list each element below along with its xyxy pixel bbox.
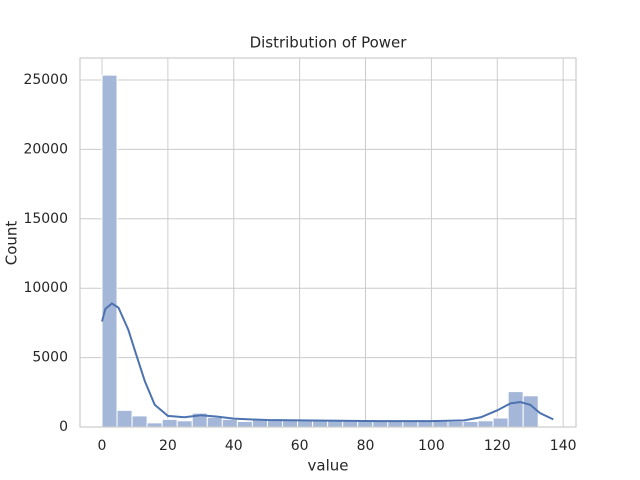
- bar: [206, 416, 223, 428]
- x-tick-label: 80: [357, 438, 375, 454]
- bar: [101, 74, 118, 428]
- bar: [251, 419, 268, 428]
- x-axis-label: value: [308, 457, 349, 475]
- chart-title: Distribution of Power: [250, 34, 408, 52]
- bar: [462, 420, 479, 428]
- bar: [236, 420, 253, 428]
- x-tick-label: 20: [159, 438, 177, 454]
- kde-line: [101, 302, 554, 423]
- bar: [477, 420, 494, 428]
- bar: [221, 418, 238, 428]
- bar: [432, 420, 449, 428]
- y-tick-label: 15000: [23, 211, 68, 227]
- y-axis-label: Count: [3, 221, 21, 266]
- bar: [312, 420, 329, 428]
- bar: [176, 420, 193, 428]
- y-tick-label: 0: [59, 419, 68, 435]
- x-tick-label: 140: [550, 438, 577, 454]
- bar: [131, 415, 148, 428]
- x-tick-label: 100: [418, 438, 445, 454]
- y-tick-label: 25000: [23, 72, 68, 88]
- x-tick-label: 60: [291, 438, 309, 454]
- bar: [522, 395, 539, 428]
- x-tick-label: 120: [484, 438, 511, 454]
- bar: [116, 409, 133, 428]
- bar: [507, 391, 524, 428]
- y-tick-label: 5000: [32, 350, 68, 366]
- bar: [146, 422, 163, 428]
- bar: [447, 420, 464, 428]
- bar: [492, 417, 509, 428]
- y-tick-label: 10000: [23, 280, 68, 296]
- plot-frame: [79, 57, 577, 428]
- x-tick-label: 40: [225, 438, 243, 454]
- y-tick-label: 20000: [23, 141, 68, 157]
- x-tick-label: 0: [98, 438, 107, 454]
- bar: [161, 418, 178, 428]
